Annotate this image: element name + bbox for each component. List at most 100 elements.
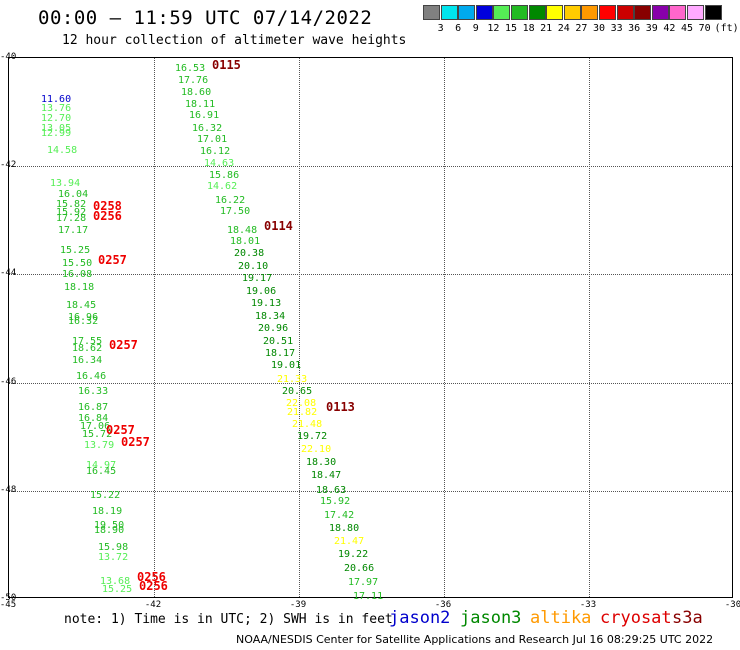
map-area — [8, 57, 733, 598]
legend-swatch — [704, 5, 722, 20]
wave-height-value: 14.62 — [207, 181, 238, 192]
wave-height-value: 19.06 — [246, 286, 277, 297]
wave-height-value: 17.42 — [324, 510, 355, 521]
legend-swatch — [687, 5, 704, 20]
wave-height-value: 16.84 — [78, 413, 109, 424]
wave-height-value: 13.76 — [41, 103, 72, 114]
wave-height-value: 14.63 — [204, 158, 235, 169]
longitude-label: -45 — [0, 600, 17, 610]
credit-text: NOAA/NESDIS Center for Satellite Applica… — [236, 633, 714, 646]
wave-height-value: 20.51 — [263, 336, 294, 347]
satellite-label: altika — [530, 608, 592, 628]
wave-height-value: 15.25 — [60, 245, 91, 256]
legend-swatch — [669, 5, 687, 20]
latitude-gridline — [9, 382, 732, 384]
wave-height-value: 18.62 — [72, 343, 103, 354]
wave-height-value: 18.18 — [64, 282, 95, 293]
legend-label: 15 — [504, 23, 518, 34]
chart-title: 00:00 — 11:59 UTC 07/14/2022 — [38, 7, 373, 29]
wave-height-value: 17.97 — [348, 577, 379, 588]
latitude-gridline — [9, 490, 732, 492]
pass-time-label: 0258 — [93, 199, 122, 213]
wave-height-value: 16.04 — [58, 189, 89, 200]
wave-height-value: 14.58 — [47, 145, 78, 156]
wave-height-value: 16.53 — [175, 63, 206, 74]
wave-height-value: 15.92 — [56, 207, 87, 218]
satellite-label: jason3 — [460, 608, 522, 628]
legend-label: 18 — [522, 23, 535, 34]
legend-swatch — [546, 5, 564, 20]
longitude-gridline — [299, 58, 300, 597]
pass-time-label: 0256 — [139, 579, 168, 593]
longitude-gridline — [444, 58, 445, 597]
legend-label: 39 — [645, 23, 658, 34]
longitude-gridline — [154, 58, 155, 597]
wave-height-value: 15.25 — [102, 584, 133, 595]
legend-swatch — [458, 5, 476, 20]
pass-time-label: 0257 — [98, 253, 127, 267]
pass-time-label: 0257 — [109, 338, 138, 352]
legend-swatch — [528, 5, 546, 20]
satellite-label: cryosat — [600, 608, 672, 628]
wave-height-value: 17.17 — [58, 225, 89, 236]
wave-height-value: 16.91 — [189, 110, 220, 121]
legend-label: 45 — [680, 23, 694, 34]
legend-label: 12 — [487, 23, 500, 34]
legend-label: 21 — [540, 23, 553, 34]
pass-time-label: 0257 — [121, 435, 150, 449]
wave-height-value: 12.70 — [41, 113, 72, 124]
latitude-gridline — [9, 274, 732, 276]
legend-label: 9 — [472, 23, 479, 34]
wave-height-value: 18.63 — [316, 485, 347, 496]
legend-swatch — [616, 5, 634, 20]
legend-swatch — [475, 5, 493, 20]
legend-label: 42 — [663, 23, 676, 34]
legend-swatch — [651, 5, 669, 20]
pass-time-label: 0257 — [106, 423, 135, 437]
wave-height-value: 18.17 — [265, 348, 296, 359]
wave-height-value: 13.68 — [100, 576, 131, 587]
wave-height-value: 16.22 — [215, 195, 246, 206]
wave-height-value: 16.12 — [200, 146, 231, 157]
longitude-label: -30 — [724, 600, 740, 610]
legend-swatch — [599, 5, 616, 20]
longitude-gridline — [589, 58, 590, 597]
legend-label: 30 — [592, 23, 606, 34]
wave-height-value: 15.98 — [98, 542, 129, 553]
wave-height-value: 19.50 — [94, 520, 125, 531]
wave-height-value: 18.01 — [230, 236, 261, 247]
legend-unit: (ft) — [714, 23, 739, 34]
wave-height-value: 15.86 — [209, 170, 240, 181]
wave-height-value: 16.08 — [62, 269, 93, 280]
legend-label: 36 — [628, 23, 641, 34]
wave-height-value: 20.66 — [344, 563, 375, 574]
wave-height-value: 18.45 — [66, 300, 97, 311]
latitude-label: -42 — [0, 160, 17, 171]
latitude-label: -40 — [0, 52, 17, 62]
wave-height-value: 18.30 — [306, 457, 337, 468]
wave-height-value: 17.28 — [56, 213, 87, 224]
legend-swatch — [423, 5, 440, 20]
wave-height-value: 18.34 — [255, 311, 286, 322]
wave-height-value: 17.76 — [178, 75, 209, 86]
satellite-label: jason2 — [389, 608, 451, 628]
legend-swatch — [634, 5, 652, 20]
pass-time-label: 0256 — [137, 570, 166, 584]
pass-time-label: 0114 — [264, 219, 293, 233]
wave-height-value: 15.72 — [82, 429, 113, 440]
wave-height-value: 21.33 — [277, 374, 308, 385]
latitude-gridline — [9, 166, 732, 168]
longitude-label: -42 — [144, 600, 162, 610]
wave-height-value: 20.96 — [258, 323, 289, 334]
legend-label: 6 — [455, 23, 462, 34]
wave-height-value: 19.72 — [297, 431, 328, 442]
legend-label: 70 — [698, 23, 711, 34]
latitude-label: -48 — [0, 484, 17, 495]
wave-height-value: 12.99 — [41, 128, 72, 139]
latitude-label: -50 — [0, 593, 17, 603]
legend-swatch — [511, 5, 528, 20]
wave-height-value: 19.22 — [338, 549, 369, 560]
wave-height-value: 16.87 — [78, 402, 109, 413]
wave-height-value: 16.96 — [68, 312, 99, 323]
wave-height-value: 18.19 — [92, 506, 123, 517]
